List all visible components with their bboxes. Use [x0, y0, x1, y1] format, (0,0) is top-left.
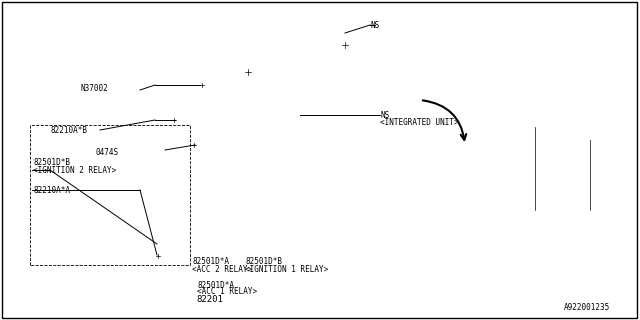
Bar: [220, 152, 250, 164]
Circle shape: [199, 82, 205, 88]
Text: 82501D*A: 82501D*A: [192, 258, 229, 267]
Text: 0474S: 0474S: [95, 148, 118, 156]
Bar: [175, 95, 265, 225]
Circle shape: [462, 142, 468, 148]
Bar: [259, 254, 264, 259]
Bar: [161, 254, 166, 259]
Bar: [157, 233, 185, 255]
Circle shape: [191, 142, 197, 148]
Polygon shape: [540, 127, 590, 170]
Bar: [217, 281, 222, 286]
Text: A922001235: A922001235: [564, 303, 610, 313]
Circle shape: [341, 41, 349, 49]
Circle shape: [462, 194, 498, 230]
Bar: [229, 213, 245, 223]
Text: <IGNITION 2 RELAY>: <IGNITION 2 RELAY>: [33, 165, 116, 174]
Bar: [185, 134, 215, 146]
Bar: [197, 260, 225, 282]
Polygon shape: [275, 30, 360, 65]
Text: 82201: 82201: [196, 295, 223, 305]
Text: 82210A*A: 82210A*A: [33, 186, 70, 195]
Bar: [275, 254, 280, 259]
Bar: [201, 281, 206, 286]
Circle shape: [171, 117, 177, 123]
Bar: [207, 213, 223, 223]
Text: <IGNITION 1 RELAY>: <IGNITION 1 RELAY>: [245, 265, 328, 274]
Circle shape: [557, 194, 593, 230]
Circle shape: [565, 202, 585, 222]
Bar: [220, 170, 250, 182]
Bar: [185, 116, 215, 128]
Bar: [209, 281, 214, 286]
Text: 82210A*B: 82210A*B: [50, 125, 87, 134]
Bar: [185, 213, 201, 223]
Polygon shape: [265, 65, 300, 225]
Text: NS: NS: [370, 20, 380, 29]
Bar: [255, 233, 283, 255]
Bar: [220, 134, 250, 146]
Bar: [267, 254, 272, 259]
Bar: [220, 116, 250, 128]
Text: NS: NS: [380, 110, 389, 119]
Bar: [217, 254, 222, 259]
Bar: [220, 188, 250, 200]
Polygon shape: [325, 35, 360, 65]
Bar: [185, 188, 215, 200]
Bar: [148, 130, 168, 145]
Bar: [177, 254, 182, 259]
Text: 82501D*A: 82501D*A: [197, 281, 234, 290]
Polygon shape: [325, 65, 360, 165]
Text: <ACC 1 RELAY>: <ACC 1 RELAY>: [197, 287, 257, 297]
Polygon shape: [275, 30, 310, 165]
Polygon shape: [475, 127, 535, 170]
Bar: [209, 254, 214, 259]
Text: 82501D*B: 82501D*B: [245, 258, 282, 267]
Bar: [185, 170, 215, 182]
Bar: [169, 254, 174, 259]
Bar: [185, 152, 215, 164]
Text: <INTEGRATED UNIT>: <INTEGRATED UNIT>: [380, 117, 459, 126]
Text: 82501D*B: 82501D*B: [33, 157, 70, 166]
Text: <ACC 2 RELAY>: <ACC 2 RELAY>: [192, 265, 252, 274]
Polygon shape: [445, 115, 610, 210]
Polygon shape: [175, 65, 300, 95]
Circle shape: [470, 202, 490, 222]
Circle shape: [155, 253, 161, 259]
Circle shape: [244, 68, 252, 76]
Text: N37002: N37002: [80, 84, 108, 92]
Bar: [197, 233, 225, 255]
Bar: [201, 254, 206, 259]
